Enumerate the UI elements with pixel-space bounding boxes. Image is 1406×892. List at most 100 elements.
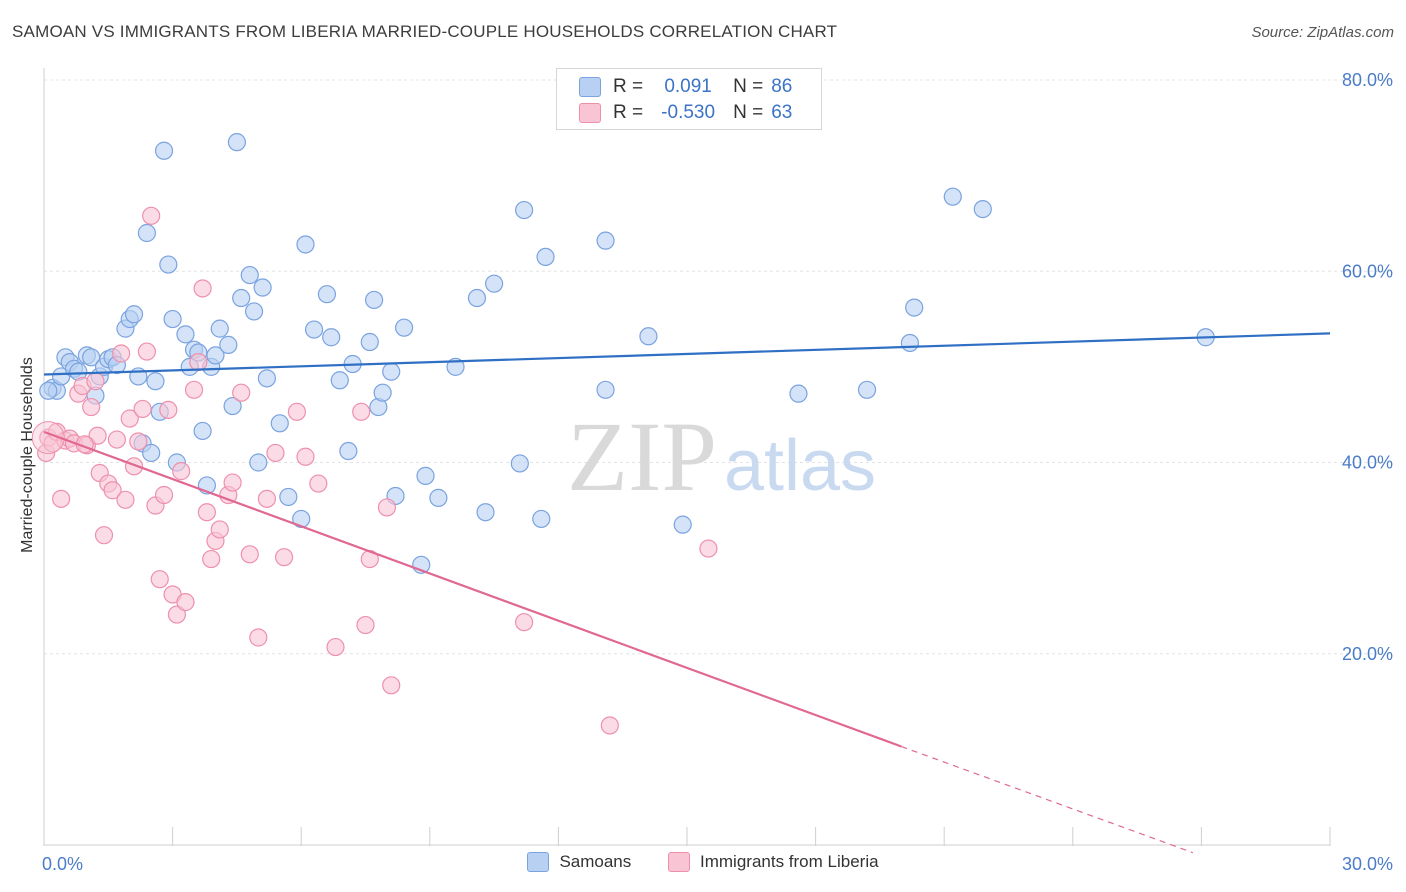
- liberia-point: [515, 613, 534, 632]
- samoans-point: [639, 327, 658, 346]
- samoans-point: [339, 441, 358, 461]
- liberia-point: [193, 279, 212, 298]
- samoans-point: [789, 384, 808, 403]
- samoans-point: [673, 515, 692, 534]
- samoans-point: [900, 333, 920, 353]
- stats-row-liberia: R = -0.530 N = 63: [579, 101, 792, 125]
- samoans-point: [249, 453, 268, 472]
- samoans-point: [232, 288, 251, 308]
- samoans-swatch: [527, 852, 550, 872]
- samoans-point: [296, 235, 315, 254]
- samoans-point: [446, 357, 465, 376]
- liberia-point: [202, 549, 221, 569]
- samoans-point: [485, 274, 504, 293]
- liberia-point: [176, 593, 195, 612]
- legend-item-liberia[interactable]: Immigrants from Liberia: [668, 852, 879, 872]
- liberia-point: [137, 342, 156, 361]
- liberia-point: [94, 526, 114, 545]
- liberia-point: [172, 462, 191, 481]
- r-value: -0.530: [661, 102, 716, 123]
- watermark-zip: ZIP: [567, 401, 717, 512]
- source-label: Source: ZipAtlas.com: [1251, 24, 1394, 41]
- samoans-point: [142, 443, 161, 463]
- liberia-point: [352, 402, 371, 421]
- samoans-point: [532, 509, 551, 529]
- liberia-point: [159, 400, 178, 420]
- legend-label-samoans: Samoans: [559, 852, 632, 871]
- liberia-point: [184, 380, 204, 399]
- liberia-point: [232, 383, 251, 402]
- samoans-point: [159, 255, 178, 274]
- liberia-point: [116, 490, 135, 509]
- samoans-point: [223, 396, 242, 416]
- samoans-point: [467, 288, 487, 308]
- liberia-point: [356, 615, 375, 635]
- liberia-point: [274, 548, 294, 567]
- liberia-point: [309, 474, 328, 493]
- samoans-point: [304, 320, 324, 339]
- samoans-point: [163, 309, 182, 329]
- samoans-point: [536, 247, 555, 267]
- samoans-swatch: [579, 77, 601, 97]
- liberia-point: [266, 443, 285, 463]
- y-tick-label: 40.0%: [1342, 453, 1393, 473]
- liberia-point: [296, 447, 315, 466]
- samoans-trend-line: [43, 332, 1331, 376]
- liberia-point: [223, 473, 242, 492]
- y-tick-label: 20.0%: [1342, 644, 1393, 664]
- legend-item-samoans[interactable]: Samoans: [527, 852, 631, 872]
- y-axis-title: Married-couple Households: [19, 357, 36, 553]
- liberia-point: [167, 605, 186, 624]
- samoans-point: [253, 278, 272, 297]
- samoans-point: [39, 381, 58, 400]
- stats-legend: R = 0.091 N = 86 R = -0.530 N = 63: [556, 68, 822, 130]
- samoans-point: [360, 332, 379, 352]
- samoans-point: [394, 318, 414, 337]
- liberia-trend-extension: [901, 745, 1194, 854]
- samoans-point: [257, 369, 277, 388]
- trend-lines: [43, 332, 1331, 854]
- n-value: 63: [771, 102, 793, 123]
- samoans-point: [416, 466, 435, 485]
- liberia-point: [197, 503, 216, 522]
- liberia-point: [103, 481, 122, 500]
- samoans-point: [154, 141, 174, 160]
- liberia-point: [133, 399, 152, 419]
- liberia-point: [31, 421, 65, 455]
- liberia-trend-line: [43, 430, 902, 748]
- samoans-point: [244, 302, 264, 321]
- samoans-point: [227, 133, 246, 152]
- stats-row-samoans: R = 0.091 N = 86: [579, 75, 792, 99]
- samoans-point: [857, 380, 877, 399]
- liberia-swatch: [579, 103, 601, 123]
- liberia-point: [154, 485, 174, 505]
- n-value: 86: [771, 76, 793, 97]
- liberia-point: [189, 352, 208, 372]
- liberia-point: [257, 489, 277, 508]
- samoans-point: [429, 488, 448, 507]
- samoans-point: [210, 319, 229, 338]
- n-label: N =: [733, 76, 764, 97]
- grid-lines: [44, 79, 1392, 655]
- liberia-point: [112, 344, 131, 363]
- watermark: ZIP atlas: [567, 401, 876, 512]
- r-label: R =: [613, 102, 644, 123]
- samoans-point: [193, 421, 212, 441]
- samoans-point: [146, 372, 165, 391]
- watermark-atlas: atlas: [724, 426, 876, 506]
- y-tick-label: 80.0%: [1342, 70, 1393, 90]
- liberia-point: [88, 426, 107, 445]
- x-tick-label: 30.0%: [1342, 854, 1393, 874]
- samoans-point: [206, 346, 225, 365]
- liberia-point: [326, 637, 345, 657]
- r-value: 0.091: [664, 76, 712, 97]
- legend-label-liberia: Immigrants from Liberia: [700, 852, 879, 871]
- samoans-point: [364, 290, 384, 310]
- samoans-point: [510, 454, 529, 473]
- liberia-point: [240, 545, 259, 564]
- series-legend: Samoans Immigrants from Liberia: [0, 852, 1406, 877]
- samoans-point: [905, 298, 924, 317]
- n-label: N =: [733, 102, 764, 123]
- samoans-point: [219, 335, 238, 354]
